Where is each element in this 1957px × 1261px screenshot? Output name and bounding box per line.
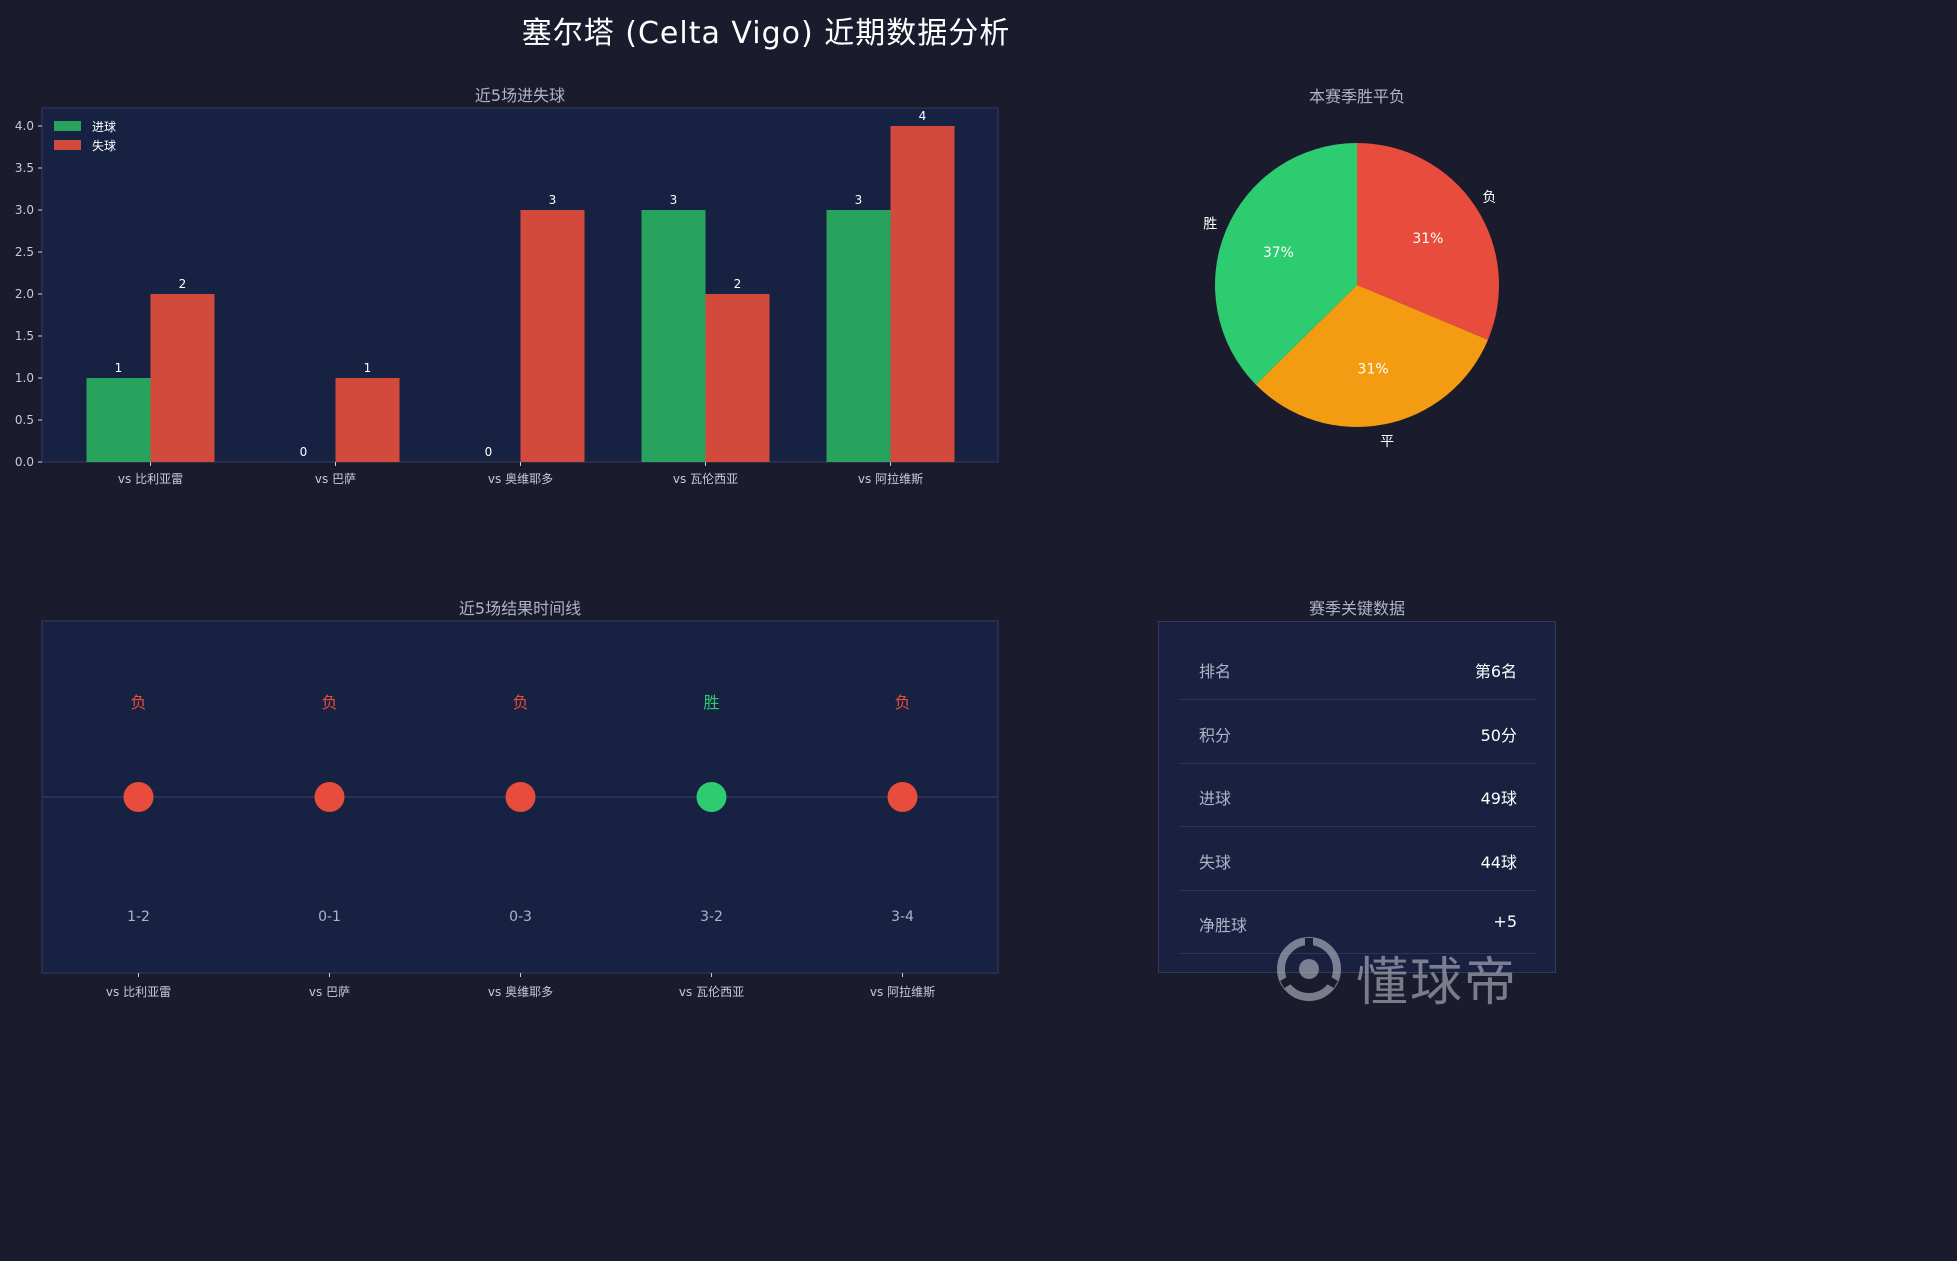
- bar-value-label: 3: [855, 193, 863, 207]
- bar-chart: 0.0 0.5 1.0 1.5 2.0 2.5 3.0 3.5 4.0 vs 比利亚雷 1 2 vs 巴…: [15, 107, 999, 486]
- timeline-result-dot: [123, 782, 154, 812]
- timeline-score-label: 3-4: [891, 909, 914, 925]
- timeline-result-label: 负: [321, 693, 337, 712]
- pie-category-label: 胜: [1203, 217, 1217, 233]
- pie-chart: 31% 负 31% 平 37% 胜: [1203, 143, 1499, 450]
- pie-slice: [1357, 143, 1499, 340]
- bar-value-label: 3: [549, 193, 557, 207]
- x-tick-label: vs 巴萨: [315, 472, 356, 486]
- stat-label: 净胜球: [1199, 916, 1248, 935]
- stat-value: 49球: [1480, 789, 1517, 808]
- stat-value: 第6名: [1474, 662, 1517, 681]
- y-tick-label: 3.5: [15, 161, 34, 175]
- pie-percent-label: 31%: [1412, 231, 1443, 247]
- conceded-bar: [150, 294, 215, 462]
- timeline-score-label: 0-1: [318, 909, 341, 925]
- stats-title: 赛季关键数据: [1308, 599, 1405, 618]
- x-tick-label: vs 巴萨: [309, 985, 350, 999]
- x-tick-label: vs 瓦伦西亚: [673, 471, 738, 486]
- stat-label: 排名: [1199, 662, 1232, 681]
- timeline-title: 近5场结果时间线: [458, 599, 582, 618]
- legend-label: 失球: [92, 138, 116, 153]
- y-tick-label: 2.0: [15, 287, 34, 301]
- bar-value-label: 0: [300, 445, 308, 459]
- watermark-text: 懂球帝: [1356, 953, 1519, 1013]
- watermark: 懂球帝: [1276, 936, 1538, 1013]
- timeline-score-label: 0-3: [509, 909, 532, 925]
- football-logo-icon: [1277, 937, 1341, 1001]
- goals-bar: [826, 210, 891, 462]
- conceded-bar: [890, 126, 955, 462]
- bar-value-label: 4: [919, 109, 927, 123]
- timeline-result-dot: [505, 782, 536, 812]
- bar-value-label: 3: [670, 193, 678, 207]
- y-tick-label: 0.0: [15, 455, 34, 469]
- stat-value: 50分: [1480, 725, 1517, 745]
- page-title: 塞尔塔 (Celta Vigo) 近期数据分析: [521, 16, 1011, 51]
- x-tick-label: vs 阿拉维斯: [870, 984, 935, 999]
- bar-value-label: 2: [179, 277, 187, 291]
- bar-value-label: 1: [115, 361, 123, 375]
- y-tick-label: 2.5: [15, 245, 34, 259]
- stat-label: 失球: [1199, 852, 1232, 872]
- stat-value: 44球: [1480, 852, 1517, 872]
- x-tick-label: vs 奥维耶多: [488, 985, 553, 999]
- conceded-bar: [705, 294, 770, 462]
- conceded-bar: [520, 210, 585, 462]
- x-tick-label: vs 比利亚雷: [106, 985, 171, 999]
- timeline-result-dot: [314, 782, 345, 812]
- stat-value: +5: [1493, 912, 1517, 931]
- goals-bar: [86, 378, 151, 462]
- stats-table: 排名 第6名积分 50分进球 49球失球 44球净胜球 +5: [1158, 621, 1556, 973]
- timeline-result-label: 负: [130, 693, 146, 712]
- y-tick-label: 1.5: [15, 329, 34, 343]
- y-tick-label: 4.0: [15, 119, 34, 133]
- timeline-result-label: 负: [894, 693, 910, 712]
- timeline-chart: 负 1-2 vs 比利亚雷 负 0-1 vs 巴萨 负 0-3 vs 奥维耶多 胜 3-2 vs 瓦伦…: [41, 620, 999, 999]
- timeline-result-dot: [696, 782, 727, 812]
- pie-percent-label: 31%: [1358, 362, 1389, 378]
- pie-category-label: 平: [1380, 434, 1394, 450]
- pie-percent-label: 37%: [1263, 245, 1294, 261]
- bar-chart-title: 近5场进失球: [474, 86, 566, 105]
- legend-swatch: [54, 140, 81, 150]
- bar-value-label: 0: [485, 445, 493, 459]
- pie-slice: [1215, 143, 1357, 385]
- bar-value-label: 1: [364, 361, 372, 375]
- y-tick-label: 0.5: [15, 413, 34, 427]
- x-tick-label: vs 瓦伦西亚: [679, 984, 744, 999]
- stat-row: 积分 50分: [1179, 700, 1537, 764]
- conceded-bar: [335, 378, 400, 462]
- y-tick-label: 3.0: [15, 203, 34, 217]
- legend-swatch: [54, 121, 81, 131]
- stat-row: 失球 44球: [1179, 827, 1537, 891]
- x-tick-label: vs 比利亚雷: [118, 472, 183, 486]
- stat-label: 积分: [1199, 725, 1232, 745]
- pie-slice: [1255, 285, 1488, 427]
- timeline-score-label: 1-2: [127, 909, 150, 925]
- stat-row: 排名 第6名: [1179, 636, 1537, 700]
- pie-chart-title: 本赛季胜平负: [1308, 87, 1405, 106]
- x-tick-label: vs 阿拉维斯: [858, 471, 923, 486]
- stat-row: 净胜球 +5: [1179, 890, 1537, 954]
- charts-canvas: 0.0 0.5 1.0 1.5 2.0 2.5 3.0 3.5 4.0 vs 比利亚雷 1 2 vs 巴…: [15, 107, 1499, 999]
- timeline-result-label: 负: [512, 693, 528, 712]
- timeline-score-label: 3-2: [700, 909, 723, 925]
- legend-label: 进球: [92, 120, 116, 134]
- bar-value-label: 2: [734, 277, 742, 291]
- goals-bar: [641, 210, 706, 462]
- stat-row: 进球 49球: [1179, 763, 1537, 827]
- timeline-result-dot: [887, 782, 918, 812]
- y-tick-label: 1.0: [15, 371, 34, 385]
- x-tick-label: vs 奥维耶多: [488, 472, 553, 486]
- stat-label: 进球: [1199, 789, 1232, 808]
- timeline-result-label: 胜: [703, 693, 719, 712]
- pie-category-label: 负: [1482, 190, 1496, 206]
